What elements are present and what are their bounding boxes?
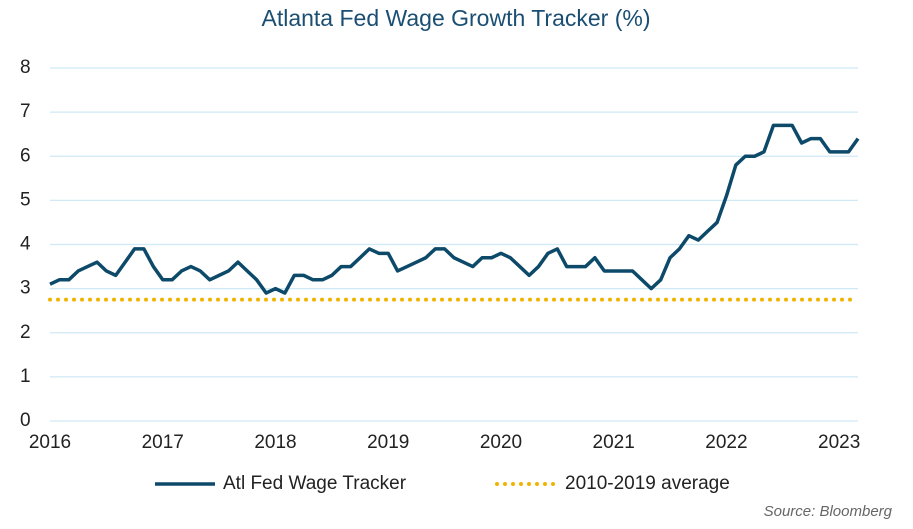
chart-title: Atlanta Fed Wage Growth Tracker (%) [261,5,650,31]
y-tick-label: 7 [20,101,31,122]
y-tick-label: 6 [20,145,31,166]
source-note: Source: Bloomberg [764,503,893,520]
y-tick-label: 3 [20,278,31,299]
x-tick-label: 2018 [254,432,296,453]
y-tick-label: 2 [20,322,31,343]
series-line [49,123,860,295]
x-tick-label: 2020 [480,432,522,453]
x-tick-label: 2022 [705,432,747,453]
x-tick-label: 2019 [367,432,409,453]
y-tick-label: 8 [20,57,31,78]
x-tick-label: 2017 [142,432,184,453]
legend-label: 2010-2019 average [565,473,730,494]
y-tick-label: 0 [20,410,31,431]
legend-label: Atl Fed Wage Tracker [223,473,407,494]
x-tick-label: 2023 [818,432,860,453]
y-tick-label: 1 [20,366,31,387]
x-tick-label: 2016 [29,432,71,453]
x-tick-label: 2021 [593,432,635,453]
y-tick-label: 4 [20,234,31,255]
y-tick-label: 5 [20,189,31,210]
